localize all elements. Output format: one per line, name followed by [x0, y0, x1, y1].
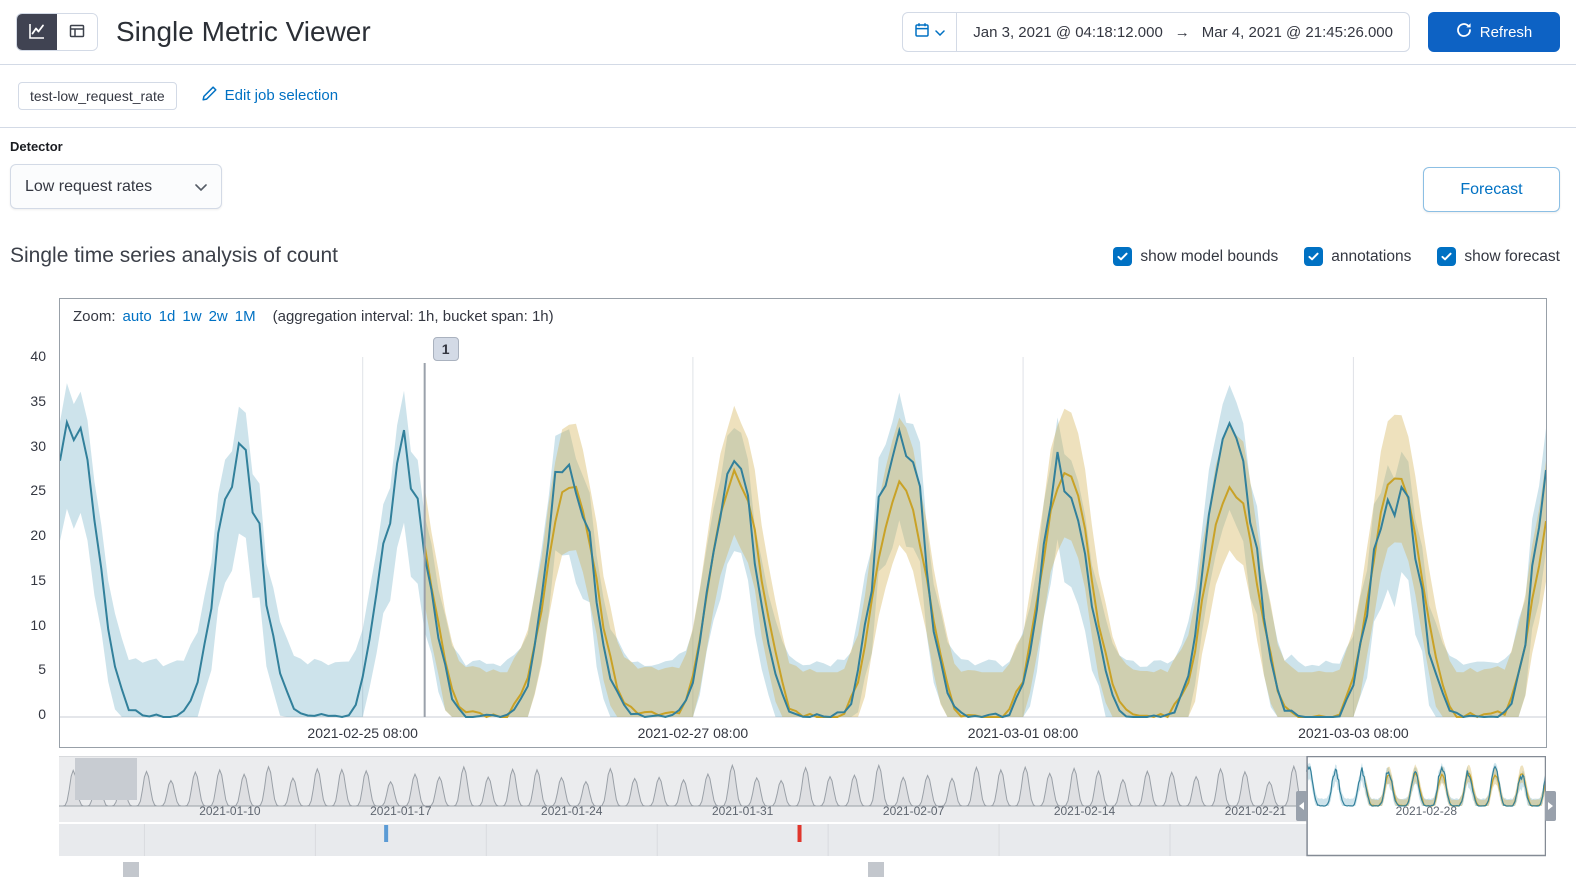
context-annotation-marker — [384, 825, 389, 842]
arrow-right-icon: → — [1174, 23, 1190, 41]
context-chart-svg[interactable] — [59, 756, 1546, 857]
detector-label: Detector — [10, 139, 63, 154]
y-axis-label: 10 — [30, 616, 46, 633]
checkbox-show-model-bounds[interactable]: show model bounds — [1113, 247, 1278, 266]
calendar-icon — [914, 22, 930, 43]
forecast-bounds-band — [424, 405, 1546, 717]
y-axis-label: 0 — [38, 706, 46, 722]
swimlane-cell[interactable] — [123, 862, 139, 877]
brush-handle-left[interactable] — [1295, 791, 1307, 821]
forecast-button[interactable]: Forecast — [1423, 167, 1560, 212]
x-axis-label: 2021-03-01 08:00 — [967, 725, 1079, 741]
main-chart-panel: Zoom: auto 1d 1w 2w 1M (aggregation interval… — [59, 298, 1547, 748]
zoom-suffix: (aggregation interval: 1h, bucket span: … — [272, 307, 554, 325]
zoom-option-auto[interactable]: auto — [122, 307, 152, 325]
header: Single Metric Viewer Jan 3, 2021 @ 04:18… — [0, 0, 1576, 64]
view-toggle-group — [16, 13, 98, 51]
refresh-icon — [1456, 22, 1472, 42]
pencil-icon — [201, 85, 217, 106]
edit-job-selection-label: Edit job selection — [224, 87, 339, 104]
chevron-left-icon — [1298, 802, 1304, 810]
main-chart-svg[interactable] — [60, 333, 1546, 747]
y-axis-label: 20 — [30, 527, 46, 543]
zoom-option-1w[interactable]: 1w — [182, 307, 202, 325]
brush-handle-right[interactable] — [1545, 791, 1556, 821]
detector-selected-value: Low request rates — [25, 177, 153, 195]
zoom-option-1m[interactable]: 1M — [234, 307, 256, 325]
y-axis-label: 40 — [30, 348, 46, 364]
divider — [0, 127, 1576, 128]
zoom-bar: Zoom: auto 1d 1w 2w 1M (aggregation interval… — [60, 299, 1546, 333]
refresh-label: Refresh — [1479, 23, 1533, 41]
checkbox-annotations[interactable]: annotations — [1304, 247, 1411, 266]
y-axis-label: 30 — [30, 437, 46, 454]
end-date[interactable]: Mar 4, 2021 @ 21:45:26.000 — [1201, 23, 1393, 41]
quick-select-button[interactable] — [903, 13, 958, 51]
start-date[interactable]: Jan 3, 2021 @ 04:18:12.000 — [973, 23, 1163, 41]
table-view-button[interactable] — [57, 14, 97, 50]
x-axis-label: 2021-03-03 08:00 — [1298, 725, 1409, 741]
date-range-picker: Jan 3, 2021 @ 04:18:12.000 → Mar 4, 2021… — [902, 12, 1410, 52]
x-axis-label: 2021-02-27 08:00 — [637, 725, 749, 741]
checkbox-checked-icon — [1437, 247, 1457, 266]
y-axis-label: 5 — [38, 661, 46, 678]
zoom-label: Zoom: — [73, 307, 116, 325]
chevron-down-icon — [935, 23, 945, 41]
main-chart-area: 2021-02-25 08:00 2021-02-27 08:00 2021-03-… — [60, 333, 1546, 747]
swimlane-cell[interactable] — [868, 862, 884, 877]
context-annotation-marker — [797, 825, 802, 842]
checkbox-label: annotations — [1331, 247, 1412, 265]
chart-view-button[interactable] — [17, 14, 57, 50]
edit-job-selection-link[interactable]: Edit job selection — [201, 85, 339, 106]
detector-select[interactable]: Low request rates — [10, 164, 222, 209]
date-range: Jan 3, 2021 @ 04:18:12.000 → Mar 4, 2021… — [957, 24, 1409, 41]
series-heading: Single time series analysis of count — [10, 244, 338, 267]
zoom-options: auto 1d 1w 2w 1M — [123, 308, 256, 325]
line-chart-icon — [28, 22, 46, 43]
y-axis-label: 15 — [30, 571, 46, 588]
checkbox-checked-icon — [1304, 247, 1324, 266]
chevron-right-icon — [1548, 802, 1553, 810]
annotation-badge[interactable]: 1 — [432, 337, 459, 361]
divider — [0, 64, 1576, 65]
context-chart: 2021-01-10 2021-01-17 2021-01-24 2021-01-31… — [59, 756, 1546, 857]
refresh-button[interactable]: Refresh — [1428, 12, 1560, 52]
checkbox-checked-icon — [1113, 247, 1133, 266]
y-axis-label: 35 — [30, 392, 46, 409]
x-axis-label: 2021-02-25 08:00 — [307, 725, 418, 741]
zoom-option-1d[interactable]: 1d — [158, 307, 176, 325]
checkbox-show-forecast[interactable]: show forecast — [1437, 247, 1560, 266]
table-icon — [69, 23, 85, 42]
model-bounds-band — [60, 383, 1546, 717]
checkbox-label: show forecast — [1464, 247, 1560, 265]
page-title: Single Metric Viewer — [116, 16, 371, 47]
chevron-down-icon — [195, 178, 207, 196]
job-badge: test-low_request_rate — [18, 81, 177, 110]
checkbox-row: show model bounds annotations show forecas… — [1113, 247, 1560, 266]
y-axis-label: 25 — [30, 482, 46, 499]
actual-line — [60, 418, 1546, 719]
checkbox-label: show model bounds — [1140, 247, 1279, 265]
swimlane-strip — [59, 860, 1546, 879]
zoom-option-2w[interactable]: 2w — [208, 307, 228, 325]
context-loading-block — [75, 758, 137, 800]
job-selection-bar: test-low_request_rate Edit job selection — [0, 64, 1576, 127]
